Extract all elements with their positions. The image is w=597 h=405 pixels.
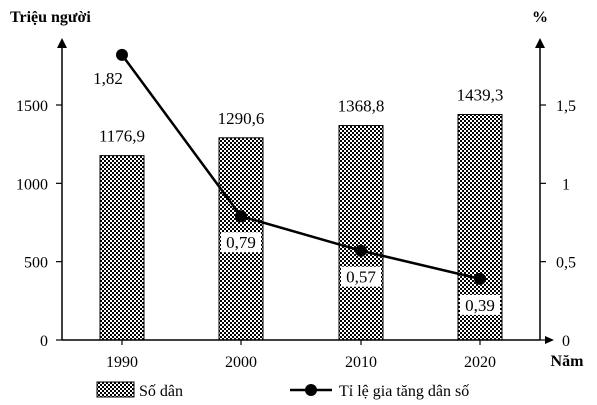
x-tick-label-2010: 2010 (345, 354, 377, 371)
line-label-bg (341, 266, 381, 287)
bar-value-label-1990: 1176,9 (99, 127, 145, 146)
y-right-tick-label: 0 (562, 333, 570, 350)
labels-layer: 1176,9 1290,6 1368,8 1439,3 1,82 0,79 0,57 0,39 (93, 69, 503, 315)
bar-1990 (99, 155, 145, 341)
line-value-label-2010: 0,57 (346, 268, 376, 287)
y-axis-left-arrow (57, 38, 67, 48)
line-point-2010 (355, 244, 367, 257)
line-value-label-1990: 1,82 (93, 69, 123, 88)
line-point-2020 (474, 272, 486, 285)
bar-2010 (338, 125, 384, 341)
y-axis-right-arrow (535, 38, 545, 48)
line-layer (116, 48, 486, 285)
x-tick-label-2020: 2020 (464, 354, 496, 371)
y-left-tick-label: 0 (40, 333, 48, 350)
line-point-2000 (235, 210, 247, 223)
legend-line-label: Tỉ lệ gia tăng dân số (339, 383, 469, 400)
bar-value-label-2010: 1368,8 (338, 97, 385, 116)
legend-bar-label: Số dân (139, 383, 183, 400)
y-right-tick-label: 1,5 (556, 98, 576, 115)
y-left-tick-label: 1000 (16, 176, 48, 193)
line-series-path (120, 54, 481, 281)
y-axis-right-title: % (532, 9, 548, 26)
y-right-tick-label: 0,5 (556, 255, 576, 272)
y-right-tick-label: 1 (562, 176, 570, 193)
line-value-label-2020: 0,39 (465, 296, 495, 315)
legend: Số dân Tỉ lệ gia tăng dân số (96, 381, 469, 400)
y-left-tick-label: 500 (24, 255, 48, 272)
bar-value-label-2000: 1290,6 (218, 109, 265, 128)
y-axis-left-title: Triệu người (10, 9, 91, 26)
x-tick-label-1990: 1990 (106, 354, 138, 371)
y-left-tick-label: 1500 (16, 98, 48, 115)
legend-bar-swatch (96, 381, 135, 398)
line-point-1990 (116, 48, 128, 61)
x-axis-arrow (545, 336, 554, 344)
legend-line-marker (305, 384, 317, 396)
axes-layer: 0 500 1000 1500 0 0,5 1 1,5 1990 2000 2010 2020 Triệ… (10, 9, 584, 371)
line-label-bg (221, 232, 261, 253)
x-axis-title: Năm (551, 353, 585, 370)
line-label-bg (460, 294, 500, 315)
line-value-label-2000: 0,79 (226, 233, 256, 252)
x-tick-label-2000: 2000 (225, 354, 257, 371)
bar-value-label-2020: 1439,3 (457, 86, 504, 105)
bars-layer (99, 114, 503, 341)
